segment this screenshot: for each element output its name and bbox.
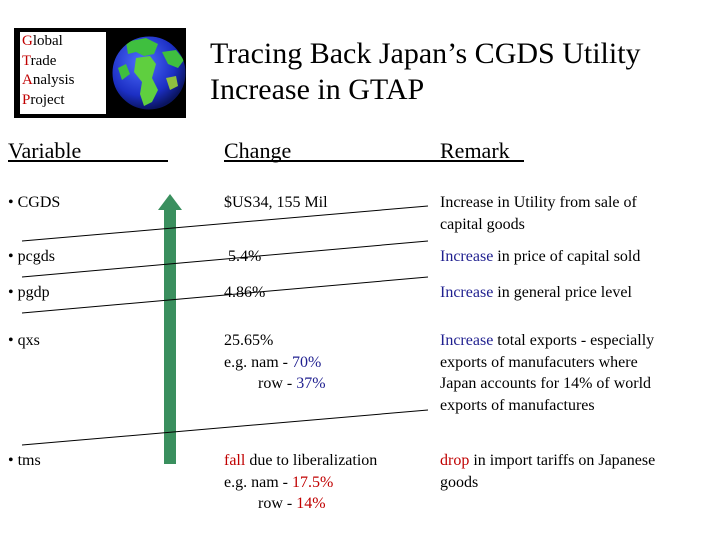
gtap-logo: Global Trade Analysis Project xyxy=(14,28,186,118)
row-cgds-change: $US34, 155 Mil xyxy=(224,194,328,211)
header-variable: Variable xyxy=(8,138,82,163)
logo-line-global: Global xyxy=(22,33,63,49)
logo-line-analysis: Analysis xyxy=(22,72,75,88)
globe-icon xyxy=(111,35,186,111)
row-tms-remark: drop in import tariffs on Japanese goods xyxy=(440,452,656,491)
row-pcgds-change: 5.4% xyxy=(228,248,262,265)
title-line-1: Tracing Back Japan’s CGDS Utility xyxy=(210,37,641,70)
header-remark-underline xyxy=(424,160,524,162)
row-pcgds-remark: Increase in price of capital sold xyxy=(440,248,641,265)
row-qxs-variable: • qxs xyxy=(8,332,40,349)
header-remark: Remark xyxy=(440,138,510,163)
connector-pgdp xyxy=(21,240,429,278)
title-line-2: Increase in GTAP xyxy=(210,73,425,106)
slide-title: Tracing Back Japan’s CGDS Utility Increa… xyxy=(210,36,710,108)
header-variable-underline xyxy=(8,160,168,162)
row-pgdp-variable: • pgdp xyxy=(8,284,50,301)
logo-line-project: Project xyxy=(22,91,65,108)
up-arrow-head xyxy=(158,194,182,210)
logo-text: Global Trade Analysis Project xyxy=(20,32,106,114)
row-cgds-variable: • CGDS xyxy=(8,194,61,211)
logo-line-trade: Trade xyxy=(22,52,57,69)
row-pgdp-remark: Increase in general price level xyxy=(440,284,632,301)
connector-tms xyxy=(21,409,429,446)
header-change-underline xyxy=(224,160,424,162)
header-change: Change xyxy=(224,138,292,163)
connector-pcgds xyxy=(21,205,429,242)
row-cgds-remark: Increase in Utility from sale of capital… xyxy=(440,194,637,233)
row-qxs-remark: Increase total exports - especially expo… xyxy=(440,332,655,414)
row-qxs-change: 25.65% e.g. nam - 70% row - 37% xyxy=(224,332,326,392)
row-pcgds-variable: • pcgds xyxy=(8,248,55,265)
connector-lines xyxy=(21,205,429,446)
row-tms-variable: • tms xyxy=(8,452,41,469)
row-pgdp-change: 4.86% xyxy=(224,284,266,301)
connector-qxs xyxy=(21,276,429,314)
row-tms-change: fall due to liberalization e.g. nam - 17… xyxy=(224,452,378,512)
up-arrow-shaft xyxy=(164,209,176,464)
